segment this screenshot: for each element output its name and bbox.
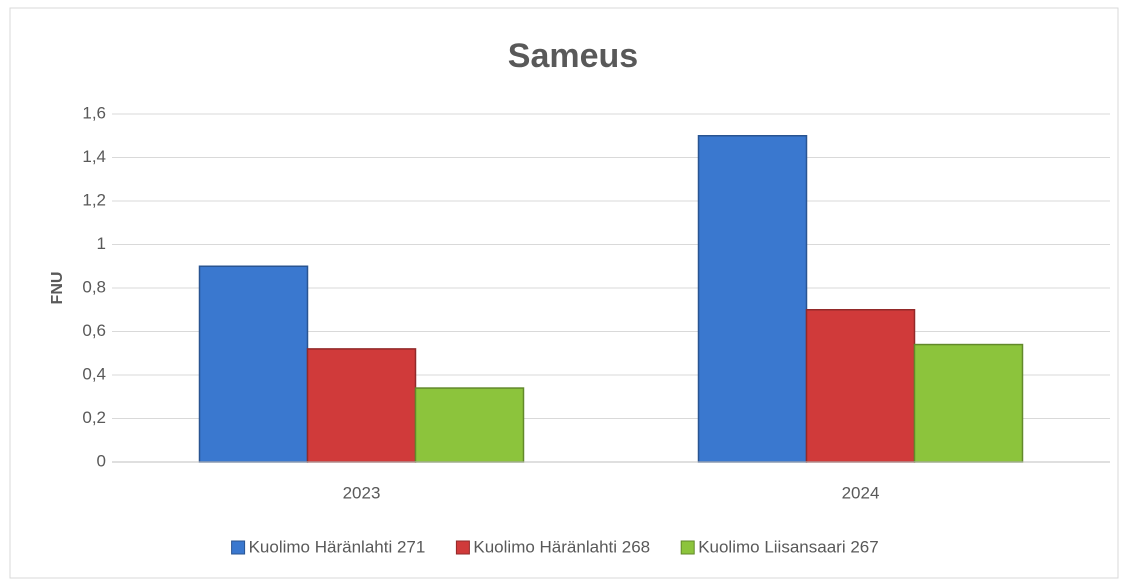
legend-label: Kuolimo Liisansaari 267 [698,537,879,556]
bar [306,348,417,463]
bar [414,387,525,463]
x-tick-label: 2023 [343,483,381,502]
y-tick-label: 1,6 [82,103,106,122]
bar [697,135,808,463]
y-tick-label: 1,4 [82,147,106,166]
y-tick-label: 0,8 [82,277,106,296]
chart-title: Sameus [508,37,638,75]
x-tick-label: 2024 [842,483,880,502]
legend-label: Kuolimo Häränlahti 268 [473,537,650,556]
bar [805,309,916,463]
y-tick-label: 0 [97,451,106,470]
legend-swatch [455,540,470,555]
y-tick-label: 0,2 [82,408,106,427]
y-tick-label: 0,4 [82,364,106,383]
y-tick-label: 0,6 [82,321,106,340]
y-axis-label: FNU [49,272,66,305]
bar [198,265,309,463]
legend-swatch [680,540,695,555]
y-tick-label: 1,2 [82,190,106,209]
chart-border [9,7,1119,579]
y-tick-label: 1 [97,234,106,253]
legend-swatch [231,540,246,555]
bar [913,343,1024,463]
legend-label: Kuolimo Häränlahti 271 [249,537,426,556]
